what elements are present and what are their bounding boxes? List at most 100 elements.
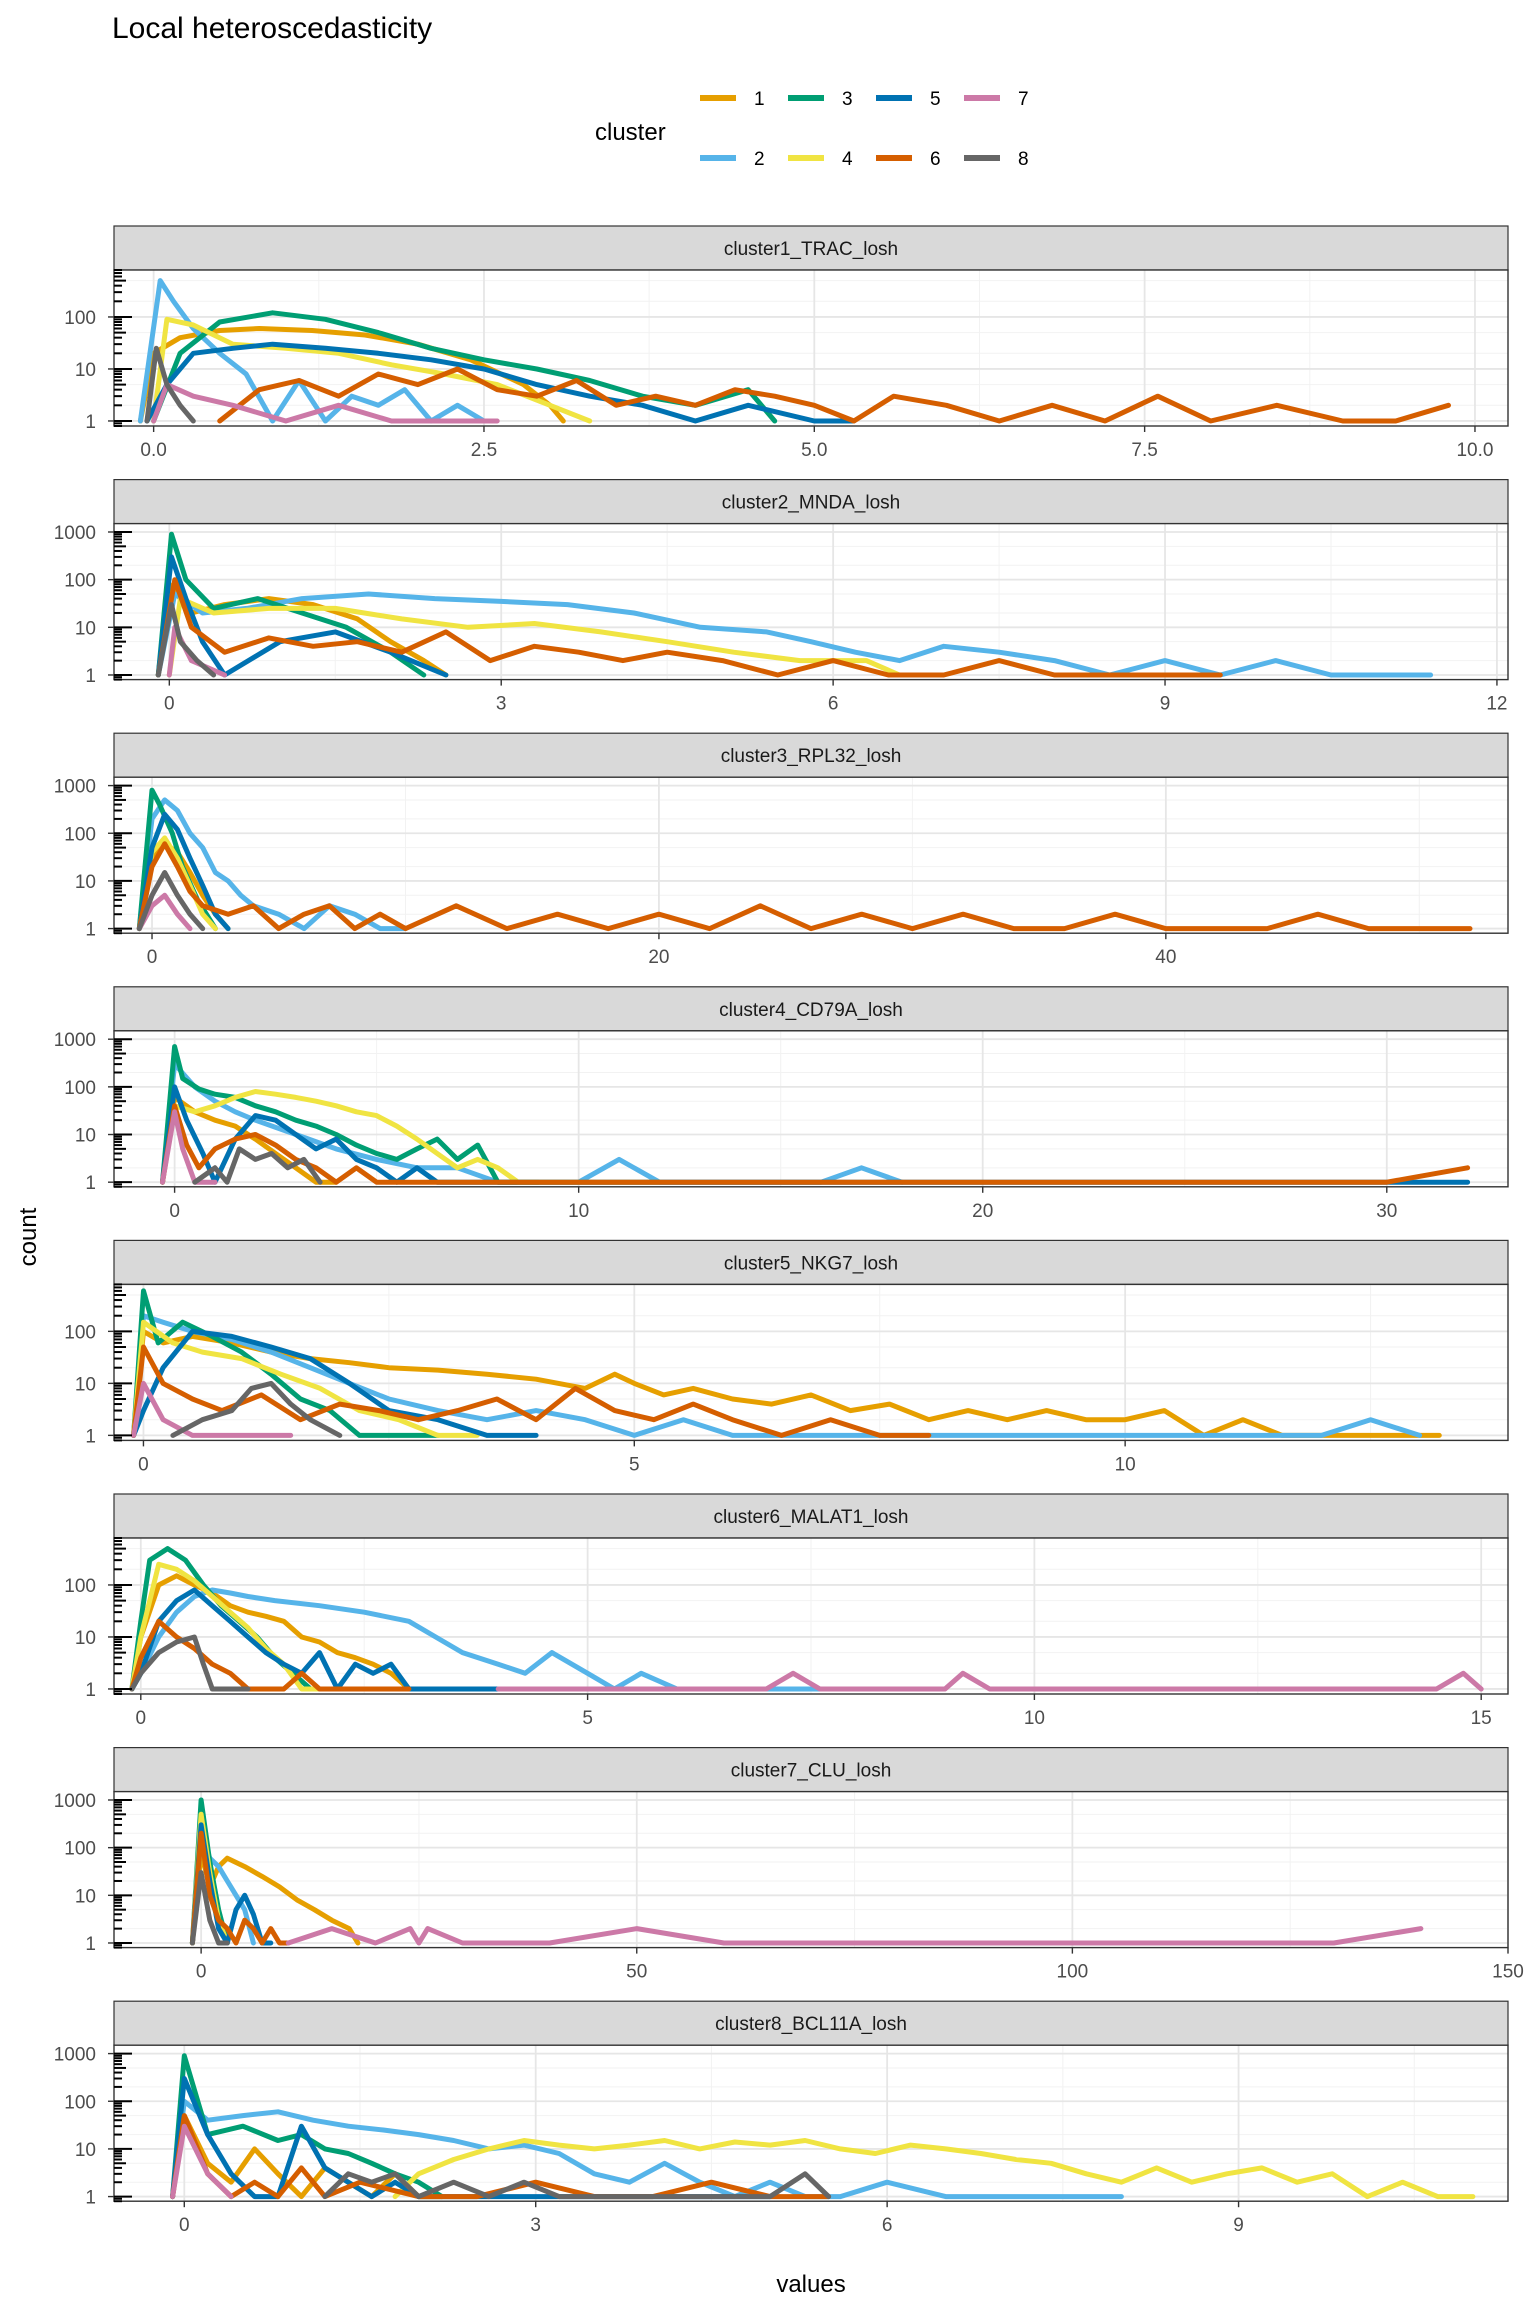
legend-item-5: 5 — [876, 89, 941, 110]
x-axis: 0.0 2.5 5.0 7.5 10.0 — [140, 426, 1493, 461]
x-tick-label: 100 — [1057, 1962, 1089, 1983]
x-tick-label: 3 — [530, 2215, 541, 2236]
series-line-cluster-1 — [137, 326, 566, 424]
plot-background — [114, 523, 1508, 680]
strip-label: cluster3_RPL32_losh — [721, 746, 902, 767]
panel-border — [113, 776, 1509, 934]
legend-label-6: 6 — [930, 149, 941, 170]
series-line-cluster-1 — [129, 1573, 457, 1692]
panel-border — [113, 1030, 1509, 1188]
series-line-cluster-8 — [189, 1870, 230, 1946]
strip-background — [113, 1239, 1509, 1286]
legend-item-2: 2 — [700, 149, 765, 170]
x-tick-label: 0.0 — [140, 440, 166, 461]
series-line-cluster-8 — [144, 345, 196, 424]
y-axis: 1 10 100 1000 — [54, 1030, 132, 1194]
x-tick-label: 0 — [169, 1201, 180, 1222]
panel-1: cluster1_TRAC_losh 1 10 100 0.0 2.5 5.0 7.5 10.0 — [64, 225, 1509, 461]
series-line-cluster-7 — [285, 1926, 1424, 1946]
y-tick-label: 100 — [64, 824, 96, 845]
strip-label: cluster5_NKG7_losh — [724, 1253, 898, 1274]
series-line-cluster-7 — [495, 1670, 1484, 1692]
legend-label-1: 1 — [754, 89, 765, 110]
series-lines — [136, 787, 1473, 932]
series-line-cluster-6 — [160, 1103, 1471, 1185]
y-axis: 1 10 100 1000 — [54, 777, 132, 941]
y-tick-label: 10 — [75, 618, 96, 639]
y-tick-label: 1 — [85, 1680, 96, 1701]
legend-item-3: 3 — [788, 89, 853, 110]
legend-title: cluster — [595, 119, 666, 146]
series-line-cluster-5 — [144, 341, 857, 424]
x-tick-label: 0 — [147, 947, 158, 968]
series-line-cluster-4 — [166, 596, 902, 678]
series-line-cluster-7 — [170, 2123, 234, 2200]
x-tick-label: 10 — [1115, 1454, 1136, 1475]
panel-border — [113, 2044, 1509, 2202]
x-axis: 0 5 10 15 — [136, 1694, 1492, 1729]
series-line-cluster-4 — [392, 2138, 1476, 2200]
series-line-cluster-7 — [151, 382, 500, 424]
series-line-cluster-1 — [160, 1094, 339, 1185]
legend-label-4: 4 — [842, 149, 853, 170]
x-tick-label: 0 — [136, 1708, 147, 1729]
x-axis: 0 10 20 30 — [169, 1186, 1397, 1222]
panel-7: cluster7_CLU_losh 1 10 100 1000 0 50 100 150 — [54, 1746, 1524, 1983]
x-tick-label: 6 — [882, 2215, 893, 2236]
plot-background — [114, 1791, 1508, 1948]
x-tick-label: 3 — [496, 694, 507, 715]
y-tick-label: 10 — [75, 1126, 96, 1147]
series-lines — [170, 2053, 1476, 2200]
x-tick-label: 0 — [196, 1962, 207, 1983]
x-tick-label: 0 — [138, 1454, 149, 1475]
y-axis: 1 10 100 1000 — [54, 2045, 132, 2209]
panel-border — [113, 269, 1509, 427]
series-line-cluster-8 — [170, 1380, 343, 1438]
strip-label: cluster6_MALAT1_losh — [713, 1507, 908, 1528]
series-lines — [137, 278, 1451, 424]
y-axis: 1 10 100 1000 — [54, 523, 132, 687]
panel-5: cluster5_NKG7_losh 1 10 100 0 5 10 — [64, 1239, 1509, 1475]
x-tick-label: 9 — [1160, 694, 1171, 715]
y-axis: 1 10 100 — [64, 1283, 132, 1447]
strip-background — [113, 1746, 1509, 1793]
y-axis-label: count — [15, 1207, 42, 1266]
x-tick-label: 12 — [1486, 694, 1507, 715]
x-axis: 0 5 10 — [138, 1440, 1136, 1475]
y-tick-label: 1 — [85, 412, 96, 433]
x-tick-label: 5 — [582, 1708, 593, 1729]
y-tick-label: 10 — [75, 360, 96, 381]
x-tick-label: 20 — [972, 1201, 993, 1222]
x-axis: 0 3 6 9 12 — [164, 679, 1508, 715]
strip-label: cluster1_TRAC_losh — [724, 239, 898, 260]
x-tick-label: 5 — [629, 1454, 640, 1475]
x-tick-label: 30 — [1376, 1201, 1397, 1222]
x-tick-label: 7.5 — [1131, 440, 1157, 461]
x-tick-label: 40 — [1155, 947, 1176, 968]
legend-item-4: 4 — [788, 149, 853, 170]
series-lines — [155, 531, 1434, 678]
series-line-cluster-4 — [131, 1319, 480, 1438]
strip-background — [113, 2000, 1509, 2046]
x-tick-label: 10 — [568, 1201, 589, 1222]
series-line-cluster-6 — [131, 1344, 932, 1438]
series-lines — [189, 1797, 1424, 1946]
y-tick-label: 1000 — [54, 777, 96, 798]
panel-border — [113, 1537, 1509, 1695]
legend-item-6: 6 — [876, 149, 941, 170]
series-line-cluster-5 — [129, 1587, 546, 1692]
series-line-cluster-8 — [129, 1634, 251, 1692]
x-tick-label: 5.0 — [801, 440, 827, 461]
y-tick-label: 10 — [75, 1886, 96, 1907]
y-tick-label: 100 — [64, 1322, 96, 1343]
strip-label: cluster2_MNDA_losh — [722, 493, 900, 514]
series-line-cluster-2 — [136, 797, 408, 932]
panel-3: cluster3_RPL32_losh 1 10 100 1000 0 20 40 — [54, 732, 1509, 968]
series-lines — [129, 1546, 1484, 1692]
strip-label: cluster8_BCL11A_losh — [715, 2014, 907, 2035]
strip-background — [113, 1493, 1509, 1539]
legend-label-8: 8 — [1018, 149, 1029, 170]
strip-label: cluster7_CLU_losh — [731, 1761, 892, 1782]
x-tick-label: 9 — [1233, 2215, 1244, 2236]
